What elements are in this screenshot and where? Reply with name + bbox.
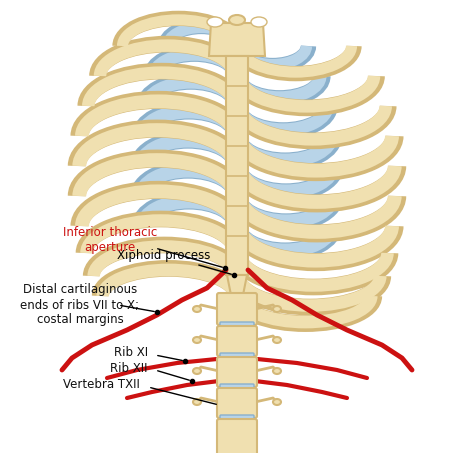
FancyBboxPatch shape [217, 293, 257, 325]
FancyBboxPatch shape [217, 357, 257, 387]
Polygon shape [226, 56, 248, 275]
Text: Vertebra TXII: Vertebra TXII [63, 379, 140, 391]
Ellipse shape [193, 399, 201, 405]
Ellipse shape [251, 17, 267, 27]
Text: Rib XI: Rib XI [114, 347, 148, 360]
FancyBboxPatch shape [220, 384, 254, 391]
Ellipse shape [207, 17, 223, 27]
FancyBboxPatch shape [220, 415, 254, 422]
FancyBboxPatch shape [220, 353, 254, 360]
Polygon shape [209, 23, 265, 56]
Ellipse shape [273, 337, 281, 343]
Ellipse shape [193, 337, 201, 343]
FancyBboxPatch shape [220, 322, 254, 329]
Ellipse shape [273, 368, 281, 374]
FancyBboxPatch shape [217, 419, 257, 453]
Ellipse shape [193, 306, 201, 312]
Ellipse shape [229, 15, 245, 25]
Ellipse shape [273, 399, 281, 405]
FancyBboxPatch shape [217, 326, 257, 356]
Text: Xiphoid process: Xiphoid process [117, 249, 231, 274]
Polygon shape [227, 275, 247, 310]
Text: Distal cartilaginous
ends of ribs VII to X;
costal margins: Distal cartilaginous ends of ribs VII to… [20, 284, 139, 327]
Text: Rib XII: Rib XII [110, 361, 148, 375]
FancyBboxPatch shape [217, 388, 257, 418]
Text: Inferior thoracic
aperture: Inferior thoracic aperture [63, 226, 157, 254]
Ellipse shape [193, 368, 201, 374]
Ellipse shape [273, 306, 281, 312]
